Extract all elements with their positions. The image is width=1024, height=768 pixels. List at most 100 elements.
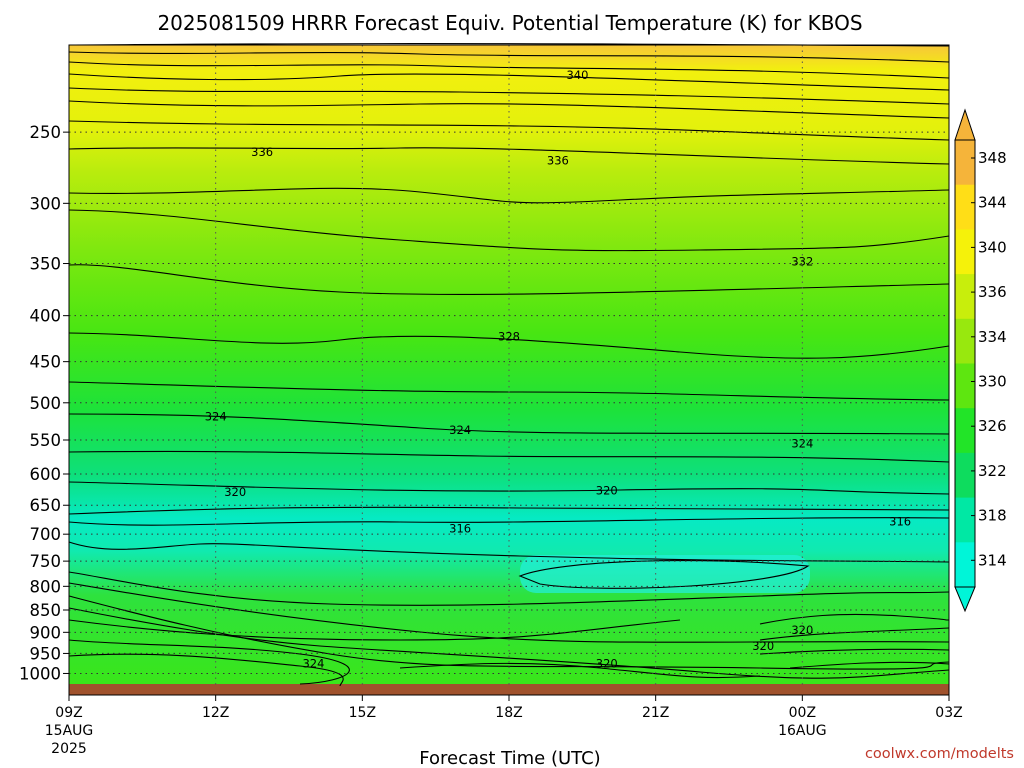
contour-label: 316	[449, 522, 471, 536]
colorbar-label: 314	[978, 551, 1007, 569]
colorbar-swatch	[955, 408, 975, 454]
x-tick-label: 00Z	[789, 705, 816, 721]
colorbar-label: 330	[978, 373, 1007, 391]
contour-label: 336	[251, 145, 273, 159]
y-tick-label: 950	[30, 644, 62, 663]
contour-line	[68, 571, 950, 606]
colorbar-label: 340	[978, 238, 1007, 256]
y-axis: 250 300 350 400 450 500 550 600 650 700 750 800 850 9…	[19, 123, 69, 683]
colorbar-swatch	[955, 140, 975, 186]
x-axis-label: Forecast Time (UTC)	[419, 748, 600, 768]
contour-labels: 340 336 336 332 328 324 324 324 320 320 316 316 320 3…	[205, 68, 911, 671]
contour-line	[68, 187, 950, 204]
x-tick-label: 09Z	[55, 705, 82, 721]
contour-line	[68, 481, 950, 495]
plot-area: 340 336 336 332 328 324 324 324 320 320 316 316 320 3…	[68, 43, 950, 696]
colorbar-swatch	[955, 542, 975, 588]
colorbar-label: 322	[978, 462, 1007, 480]
contour-line	[68, 51, 950, 63]
chart-title-group: 2025081509 HRRR Forecast Equiv. Potentia…	[157, 11, 862, 35]
x-tick-label: 15Z	[349, 705, 376, 721]
contour-line	[68, 61, 950, 79]
contour-line	[399, 662, 761, 679]
contour-label: 324	[449, 423, 471, 437]
contour-label: 324	[205, 410, 227, 424]
contour-line	[68, 264, 950, 295]
contour-line	[759, 648, 950, 655]
contour-label: 340	[566, 68, 588, 82]
contour-line	[68, 332, 950, 359]
contour-label: 336	[547, 154, 569, 168]
colorbar-swatch	[955, 184, 975, 230]
contour-line	[68, 595, 950, 670]
contour-label: 324	[302, 657, 324, 671]
contour-line	[68, 209, 950, 252]
contour-label: 320	[752, 639, 774, 653]
y-tick-label: 550	[30, 431, 62, 450]
x-tick-label: 12Z	[202, 705, 229, 721]
colorbar-label: 334	[978, 328, 1007, 346]
colorbar-label: 348	[978, 149, 1007, 167]
credit-text: coolwx.com/modelts	[865, 746, 1014, 762]
colorbar-swatch	[955, 363, 975, 409]
y-tick-label: 650	[30, 496, 62, 515]
contour-line	[759, 613, 950, 625]
ground-layer	[69, 684, 949, 695]
contour-line	[68, 120, 950, 141]
colorbar: 348 344 340 336 334 330 326 322 318 314	[954, 108, 1007, 613]
colorbar-swatch	[955, 452, 975, 499]
colorbar-frame	[954, 139, 976, 588]
contour-line	[518, 560, 810, 589]
contour-line	[68, 639, 350, 685]
y-tick-label: 300	[30, 194, 62, 213]
colorbar-label: 318	[978, 507, 1007, 525]
y-tick-label: 400	[30, 307, 62, 326]
x-tick-year: 2025	[51, 741, 87, 757]
colorbar-label: 336	[978, 283, 1007, 301]
x-tick-date: 16AUG	[778, 723, 827, 739]
contour-label: 332	[791, 254, 813, 268]
contour-line	[68, 87, 950, 105]
x-tick-date: 15AUG	[45, 723, 94, 739]
colorbar-top-arrow	[954, 108, 976, 141]
contour-label: 328	[498, 330, 520, 344]
y-tick-label: 450	[30, 353, 62, 372]
colorbar-swatch	[955, 274, 975, 320]
y-tick-label: 850	[30, 601, 62, 620]
contour-label: 316	[889, 515, 911, 529]
colorbar-label: 326	[978, 417, 1007, 435]
contour-line	[789, 661, 950, 669]
y-tick-label: 900	[30, 623, 62, 642]
contour-line	[759, 627, 950, 641]
x-tick-label: 21Z	[642, 705, 669, 721]
grid-lines	[69, 45, 949, 685]
contour-label: 320	[596, 657, 618, 671]
contour-line	[68, 381, 950, 401]
y-tick-label: 800	[30, 577, 62, 596]
y-tick-label: 700	[30, 525, 62, 544]
contour-line	[68, 653, 344, 687]
y-tick-label: 350	[30, 255, 62, 274]
contour-line	[68, 100, 950, 119]
x-axis: 09Z 15AUG 2025 12Z 15Z 18Z 21Z 00Z 16AUG 03Z	[45, 695, 963, 757]
contour-line	[68, 73, 950, 91]
x-tick-label: 18Z	[495, 705, 522, 721]
y-tick-label: 1000	[19, 664, 61, 683]
y-tick-label: 500	[30, 394, 62, 413]
chart-title: 2025081509 HRRR Forecast Equiv. Potentia…	[157, 11, 862, 35]
contour-label: 324	[791, 437, 813, 451]
colorbar-swatch	[955, 497, 975, 543]
contour-line	[68, 582, 950, 643]
contour-label: 320	[596, 484, 618, 498]
y-tick-label: 250	[30, 123, 62, 142]
contour-label: 320	[791, 623, 813, 637]
x-tick-label: 03Z	[935, 705, 962, 721]
contour-line	[68, 506, 950, 515]
contour-line	[68, 517, 950, 526]
colorbar-label: 344	[978, 194, 1007, 212]
colorbar-swatch	[955, 229, 975, 275]
colorbar-bottom-arrow	[954, 586, 976, 613]
y-tick-label: 750	[30, 552, 62, 571]
colorbar-swatch	[955, 318, 975, 364]
